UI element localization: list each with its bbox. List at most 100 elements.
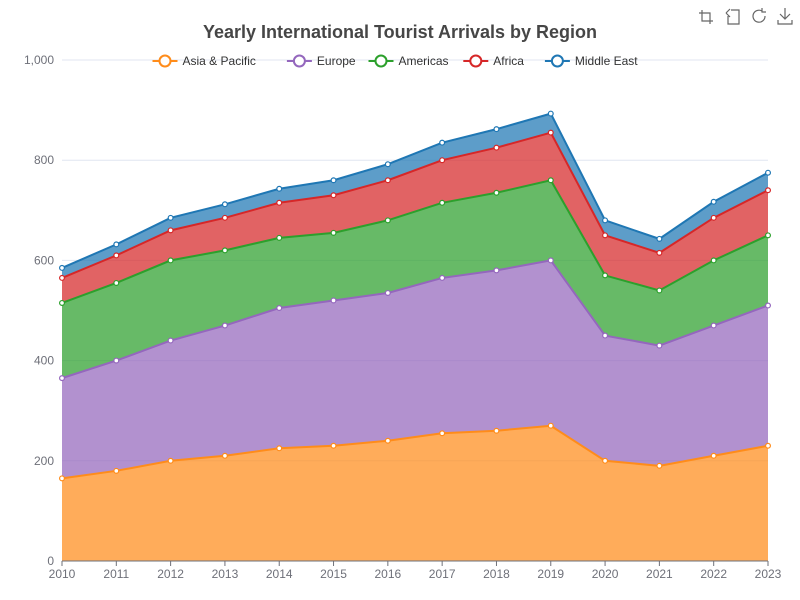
data-point[interactable]	[276, 185, 283, 192]
data-point[interactable]	[764, 232, 771, 239]
data-point[interactable]	[547, 422, 554, 429]
data-point[interactable]	[602, 272, 609, 279]
data-point[interactable]	[276, 445, 283, 452]
data-point[interactable]	[167, 214, 174, 221]
data-point[interactable]	[493, 126, 500, 133]
data-point[interactable]	[58, 475, 65, 482]
restore-icon[interactable]	[752, 8, 766, 23]
legend-marker	[550, 54, 564, 68]
save-image-icon[interactable]	[777, 8, 793, 25]
series-line	[61, 424, 769, 480]
x-tick-label: 2020	[592, 567, 619, 581]
data-point[interactable]	[602, 217, 609, 224]
data-point[interactable]	[113, 467, 120, 474]
data-point[interactable]	[167, 227, 174, 234]
data-point[interactable]	[167, 257, 174, 264]
series-line	[61, 112, 769, 269]
zoom-icon[interactable]	[699, 10, 713, 24]
data-point[interactable]	[384, 217, 391, 224]
data-point[interactable]	[58, 274, 65, 281]
data-point[interactable]	[276, 199, 283, 206]
legend-marker	[469, 54, 483, 68]
data-point[interactable]	[493, 189, 500, 196]
data-point[interactable]	[656, 249, 663, 256]
data-point[interactable]	[276, 304, 283, 311]
legend: Asia & Pacific Europe Americas Africa Middle…	[152, 54, 638, 68]
data-point[interactable]	[602, 457, 609, 464]
data-point[interactable]	[113, 252, 120, 259]
data-point[interactable]	[656, 287, 663, 294]
data-point[interactable]	[276, 234, 283, 241]
data-point[interactable]	[764, 187, 771, 194]
data-point[interactable]	[439, 157, 446, 164]
data-point[interactable]	[221, 322, 228, 329]
data-point[interactable]	[330, 177, 337, 184]
chart-title: Yearly International Tourist Arrivals by…	[203, 22, 597, 42]
data-point[interactable]	[656, 342, 663, 349]
data-point[interactable]	[656, 462, 663, 469]
axes: 0 200 400 600 800 1,000 2010 2011 2012 2013 2014 20…	[24, 53, 782, 581]
data-point[interactable]	[221, 201, 228, 208]
data-point[interactable]	[384, 437, 391, 444]
data-point[interactable]	[330, 192, 337, 199]
x-tick-label: 2015	[320, 567, 347, 581]
legend-item-africa[interactable]: Africa	[463, 54, 524, 68]
data-point[interactable]	[167, 337, 174, 344]
data-point[interactable]	[439, 199, 446, 206]
data-point[interactable]	[113, 241, 120, 248]
data-point[interactable]	[547, 129, 554, 136]
data-point[interactable]	[547, 177, 554, 184]
x-tick-label: 2014	[266, 567, 293, 581]
legend-marker	[158, 54, 172, 68]
data-point[interactable]	[656, 235, 663, 242]
data-point[interactable]	[113, 279, 120, 286]
data-point[interactable]	[167, 457, 174, 464]
data-point[interactable]	[58, 299, 65, 306]
data-point[interactable]	[58, 264, 65, 271]
data-point[interactable]	[439, 139, 446, 146]
data-point[interactable]	[764, 302, 771, 309]
legend-item-asia-pacific[interactable]: Asia & Pacific	[152, 54, 256, 68]
data-point[interactable]	[547, 257, 554, 264]
data-point[interactable]	[710, 322, 717, 329]
data-point[interactable]	[710, 198, 717, 205]
data-point[interactable]	[221, 247, 228, 254]
data-point[interactable]	[547, 110, 554, 117]
data-point[interactable]	[221, 214, 228, 221]
legend-marker	[292, 54, 306, 68]
zoom-reset-icon[interactable]	[725, 8, 740, 25]
data-point[interactable]	[384, 161, 391, 168]
data-point[interactable]	[330, 297, 337, 304]
area-europe	[62, 260, 768, 479]
legend-item-middle-east[interactable]: Middle East	[544, 54, 638, 68]
data-point[interactable]	[330, 442, 337, 449]
data-point[interactable]	[113, 357, 120, 364]
y-tick-label: 400	[34, 354, 54, 368]
data-point[interactable]	[710, 214, 717, 221]
data-point[interactable]	[439, 274, 446, 281]
data-point[interactable]	[58, 375, 65, 382]
area-asia-pacific	[62, 425, 768, 561]
data-point[interactable]	[602, 332, 609, 339]
data-point[interactable]	[493, 427, 500, 434]
legend-item-americas[interactable]: Americas	[368, 54, 449, 68]
x-tick-label: 2018	[483, 567, 510, 581]
data-point[interactable]	[330, 229, 337, 236]
data-point[interactable]	[493, 144, 500, 151]
data-point[interactable]	[439, 430, 446, 437]
legend-label: Americas	[399, 54, 449, 68]
data-point[interactable]	[710, 452, 717, 459]
x-tick-label: 2019	[537, 567, 564, 581]
legend-item-europe[interactable]: Europe	[286, 54, 356, 68]
series-line	[61, 131, 769, 279]
area-americas	[62, 180, 768, 379]
data-point[interactable]	[764, 169, 771, 176]
data-point[interactable]	[493, 267, 500, 274]
data-point[interactable]	[384, 289, 391, 296]
data-point[interactable]	[221, 452, 228, 459]
data-point[interactable]	[384, 177, 391, 184]
data-point[interactable]	[602, 232, 609, 239]
data-point[interactable]	[764, 442, 771, 449]
data-point[interactable]	[710, 257, 717, 264]
